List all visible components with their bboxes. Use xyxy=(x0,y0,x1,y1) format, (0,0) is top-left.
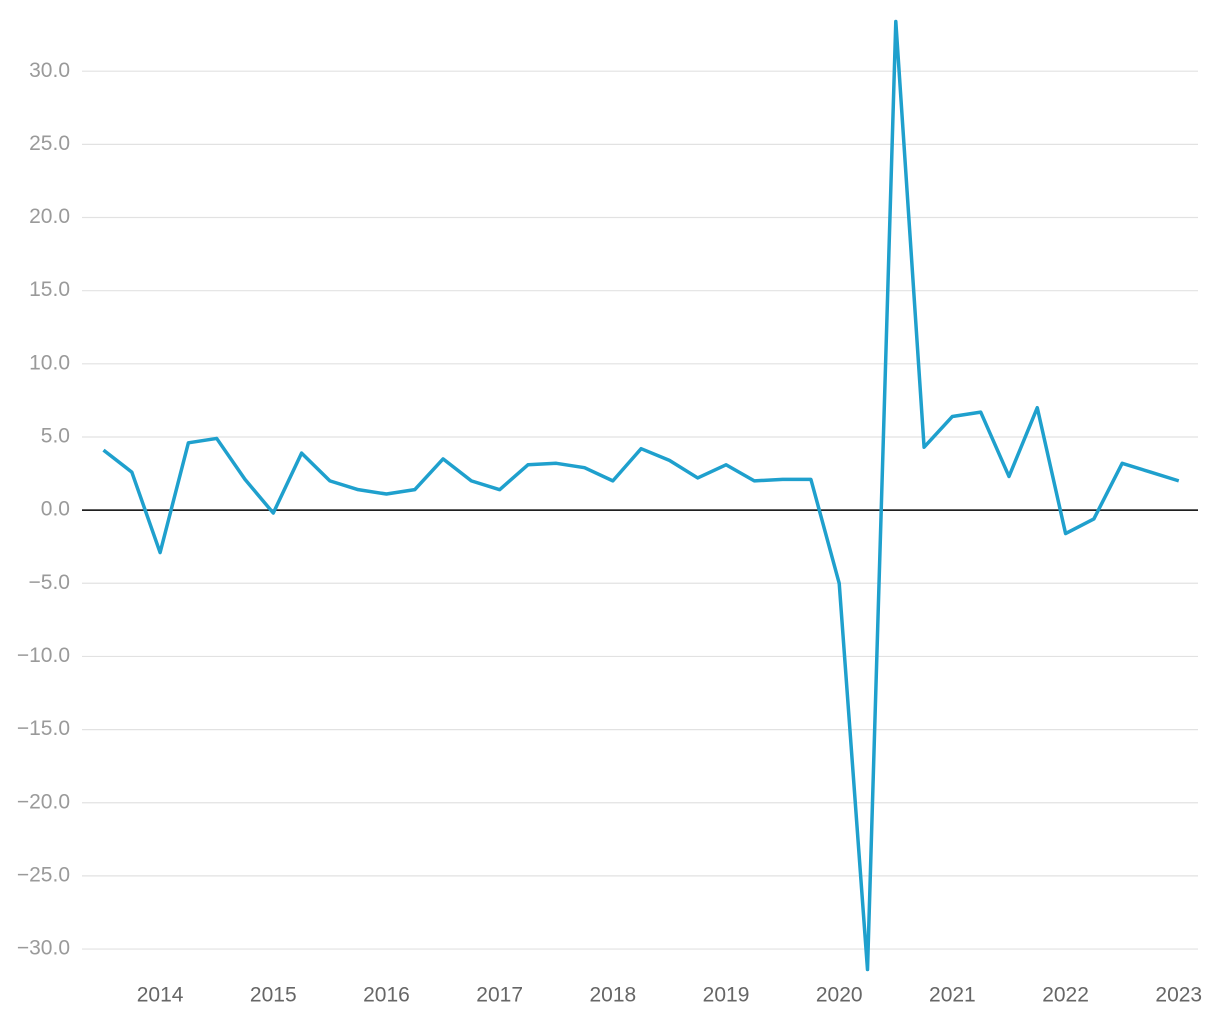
y-tick-label: 20.0 xyxy=(29,205,70,228)
y-tick-label: 0.0 xyxy=(41,498,70,521)
y-tick-label: 30.0 xyxy=(29,59,70,82)
x-tick-label: 2016 xyxy=(363,984,410,1007)
y-tick-label: −10.0 xyxy=(17,644,70,667)
y-tick-label: −20.0 xyxy=(17,790,70,813)
x-tick-label: 2015 xyxy=(250,984,297,1007)
y-tick-label: −15.0 xyxy=(17,717,70,740)
x-tick-label: 2019 xyxy=(703,984,750,1007)
y-tick-label: 15.0 xyxy=(29,278,70,301)
x-tick-label: 2022 xyxy=(1042,984,1089,1007)
y-tick-label: 10.0 xyxy=(29,351,70,374)
x-tick-label: 2014 xyxy=(137,984,184,1007)
data-line xyxy=(102,19,1180,972)
y-tick-label: −30.0 xyxy=(17,937,70,960)
x-tick-label: 2021 xyxy=(929,984,976,1007)
x-tick-label: 2018 xyxy=(589,984,636,1007)
x-tick-label: 2023 xyxy=(1155,984,1202,1007)
y-tick-label: 25.0 xyxy=(29,132,70,155)
x-tick-label: 2020 xyxy=(816,984,863,1007)
y-tick-label: −5.0 xyxy=(29,571,70,594)
x-tick-label: 2017 xyxy=(476,984,523,1007)
y-tick-label: −25.0 xyxy=(17,863,70,886)
y-tick-label: 5.0 xyxy=(41,425,70,448)
